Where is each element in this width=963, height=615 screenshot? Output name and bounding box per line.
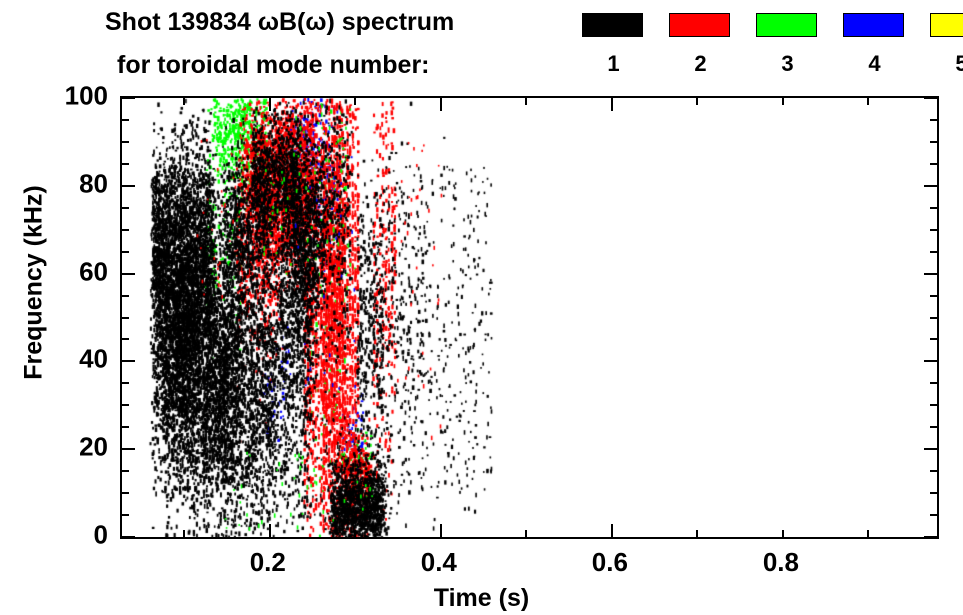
legend-swatch-mode-3	[756, 13, 817, 37]
x-tick	[354, 98, 357, 105]
plot-area	[120, 96, 939, 539]
y-tick	[122, 184, 135, 187]
y-tick	[122, 118, 129, 121]
y-tick-label: 40	[79, 343, 108, 374]
y-tick-label: 20	[79, 431, 108, 462]
y-tick	[930, 118, 937, 121]
y-tick	[122, 250, 129, 253]
y-tick	[924, 272, 937, 275]
x-tick	[867, 530, 870, 537]
x-tick	[268, 524, 271, 537]
y-tick	[930, 228, 937, 231]
y-tick	[122, 272, 135, 275]
y-tick	[122, 338, 129, 341]
legend-swatch-mode-5	[930, 13, 963, 37]
legend-label-mode-1: 1	[607, 51, 620, 76]
legend-swatch-mode-4	[843, 13, 904, 37]
x-tick	[696, 98, 699, 105]
x-tick	[781, 98, 784, 105]
y-tick	[122, 206, 129, 209]
y-tick	[930, 492, 937, 495]
chart-title-line-1: Shot 139834 ωB(ω) spectrum	[105, 8, 455, 36]
legend-entry-mode-4: 4	[843, 13, 906, 75]
x-tick	[439, 524, 442, 537]
x-tick	[867, 98, 870, 105]
y-tick	[924, 536, 937, 538]
y-tick	[930, 338, 937, 341]
legend-entry-mode-2: 2	[669, 13, 732, 75]
y-tick	[122, 97, 135, 99]
x-tick	[525, 530, 528, 537]
x-tick-label: 0.6	[591, 547, 628, 577]
chart-title-line-2: for toroidal mode number:	[117, 51, 430, 79]
x-tick	[610, 524, 613, 537]
y-tick	[122, 470, 129, 473]
x-tick-label: 0.8	[762, 547, 799, 577]
x-axis-label: Time (s)	[433, 584, 530, 612]
y-tick	[122, 536, 135, 538]
y-tick	[122, 140, 129, 143]
x-tick	[696, 530, 699, 537]
x-tick-label: 0.4	[420, 547, 457, 577]
y-tick	[930, 426, 937, 429]
scatter-plot-canvas	[122, 98, 937, 537]
y-tick	[930, 316, 937, 319]
y-tick	[122, 228, 129, 231]
x-tick	[525, 98, 528, 105]
x-tick	[439, 98, 442, 111]
legend-swatch-mode-2	[669, 13, 730, 37]
y-tick	[122, 316, 129, 319]
legend-label-mode-5: 5	[955, 51, 963, 76]
y-tick	[924, 184, 937, 187]
y-tick	[122, 492, 129, 495]
x-tick	[268, 98, 271, 111]
y-tick	[930, 404, 937, 407]
y-tick	[930, 514, 937, 517]
y-tick	[930, 206, 937, 209]
x-tick	[610, 98, 613, 111]
x-tick	[183, 98, 186, 105]
y-tick	[122, 382, 129, 385]
y-tick-label: 100	[64, 80, 108, 111]
x-tick-label: 0.2	[249, 547, 286, 577]
y-tick-label: 80	[79, 168, 108, 199]
y-tick	[930, 470, 937, 473]
x-tick	[354, 530, 357, 537]
y-tick	[930, 162, 937, 165]
legend-label-mode-4: 4	[868, 51, 881, 76]
y-tick-label: 0	[93, 519, 108, 550]
y-tick	[122, 426, 129, 429]
y-tick	[122, 514, 129, 517]
y-tick	[122, 448, 135, 451]
legend-entry-mode-3: 3	[756, 13, 819, 75]
y-tick	[924, 448, 937, 451]
y-tick	[930, 294, 937, 297]
y-tick	[924, 97, 937, 99]
y-tick	[930, 250, 937, 253]
y-tick	[930, 382, 937, 385]
legend-entry-mode-1: 1	[582, 13, 645, 75]
legend-label-mode-2: 2	[694, 51, 707, 76]
y-tick-label: 60	[79, 256, 108, 287]
legend-entry-mode-5: 5	[930, 13, 963, 75]
x-tick	[183, 530, 186, 537]
x-tick	[781, 530, 784, 537]
legend: 1 2 3 4 5	[582, 13, 963, 93]
y-tick	[122, 294, 129, 297]
y-tick	[122, 162, 129, 165]
y-tick	[122, 360, 135, 363]
y-tick	[924, 360, 937, 363]
y-tick	[930, 140, 937, 143]
legend-label-mode-3: 3	[781, 51, 794, 76]
legend-swatch-mode-1	[582, 13, 643, 37]
y-tick	[122, 404, 129, 407]
